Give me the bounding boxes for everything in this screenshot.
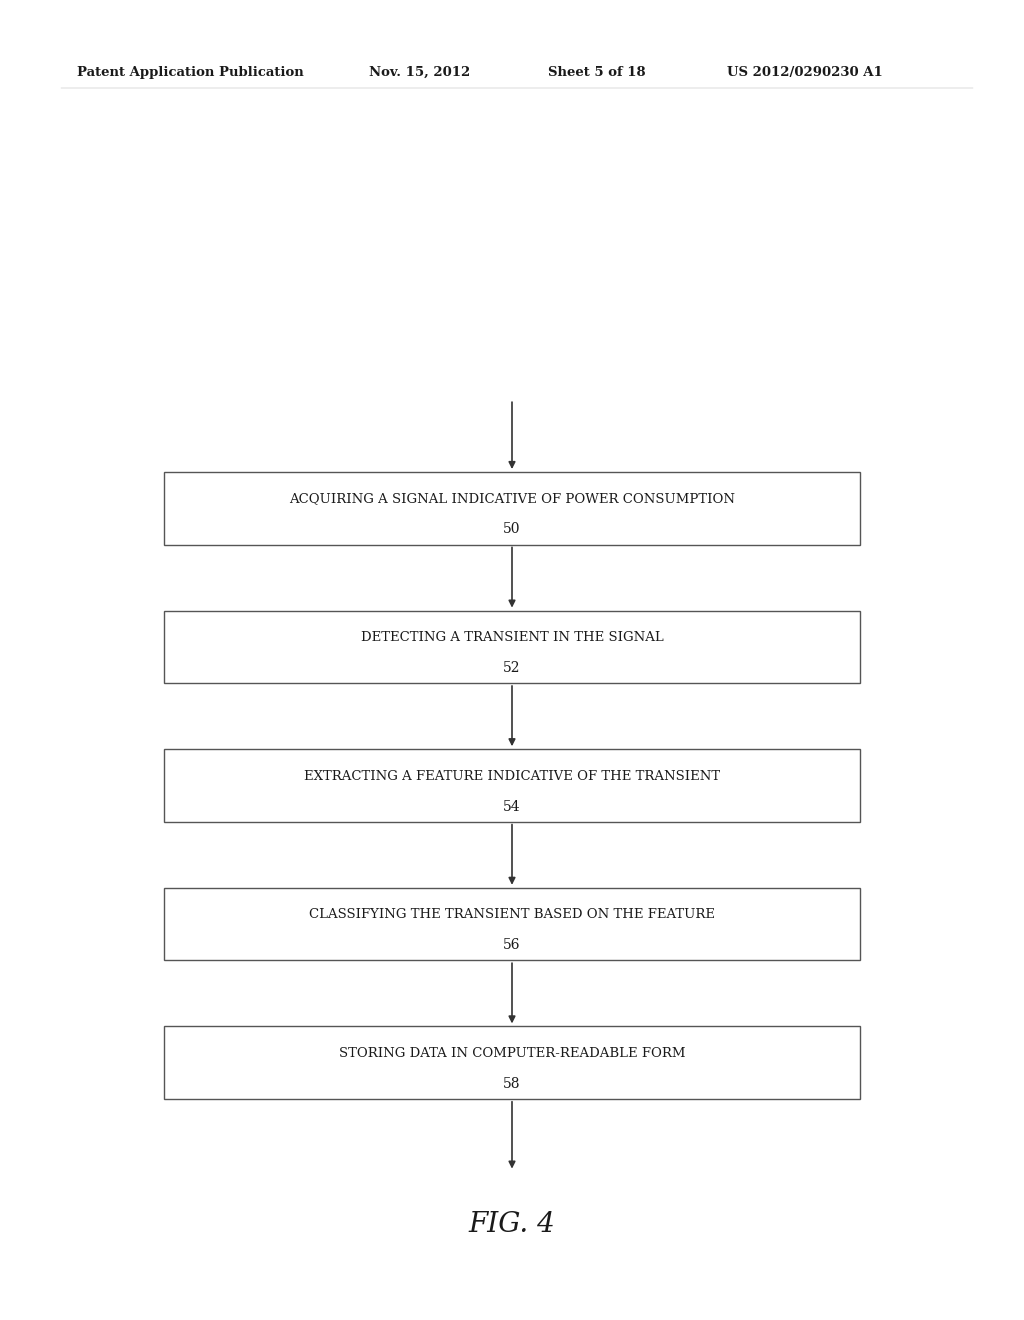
Text: 54: 54 [503,800,521,813]
Text: Nov. 15, 2012: Nov. 15, 2012 [369,66,470,79]
Text: Sheet 5 of 18: Sheet 5 of 18 [548,66,645,79]
Text: FIG. 4: FIG. 4 [469,1210,555,1238]
FancyBboxPatch shape [164,610,860,684]
Text: ACQUIRING A SIGNAL INDICATIVE OF POWER CONSUMPTION: ACQUIRING A SIGNAL INDICATIVE OF POWER C… [289,492,735,506]
Text: US 2012/0290230 A1: US 2012/0290230 A1 [727,66,883,79]
FancyBboxPatch shape [164,471,860,544]
FancyBboxPatch shape [164,1027,860,1098]
Text: DETECTING A TRANSIENT IN THE SIGNAL: DETECTING A TRANSIENT IN THE SIGNAL [360,631,664,644]
FancyBboxPatch shape [164,750,860,821]
Text: 50: 50 [503,523,521,536]
Text: 58: 58 [503,1077,521,1090]
Text: Patent Application Publication: Patent Application Publication [77,66,303,79]
Text: 56: 56 [503,939,521,952]
Text: 52: 52 [503,661,521,675]
Text: STORING DATA IN COMPUTER-READABLE FORM: STORING DATA IN COMPUTER-READABLE FORM [339,1047,685,1060]
Text: CLASSIFYING THE TRANSIENT BASED ON THE FEATURE: CLASSIFYING THE TRANSIENT BASED ON THE F… [309,908,715,921]
FancyBboxPatch shape [164,888,860,961]
Text: EXTRACTING A FEATURE INDICATIVE OF THE TRANSIENT: EXTRACTING A FEATURE INDICATIVE OF THE T… [304,770,720,783]
